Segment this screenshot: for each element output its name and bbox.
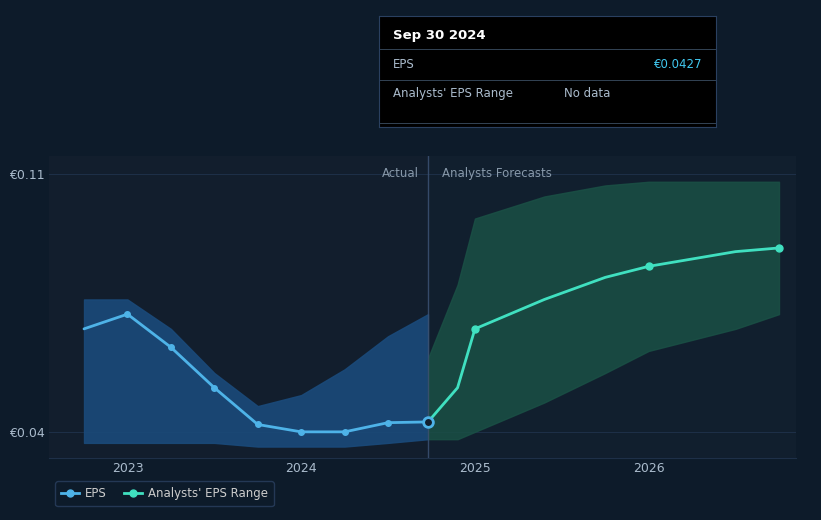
Text: Actual: Actual	[383, 167, 420, 180]
Text: Analysts Forecasts: Analysts Forecasts	[442, 167, 552, 180]
Text: EPS: EPS	[392, 58, 415, 71]
Text: Analysts' EPS Range: Analysts' EPS Range	[392, 87, 513, 100]
Text: €0.0427: €0.0427	[654, 58, 703, 71]
Bar	[49, 156, 428, 458]
Text: Sep 30 2024: Sep 30 2024	[392, 29, 485, 42]
Legend: EPS, Analysts' EPS Range: EPS, Analysts' EPS Range	[55, 481, 273, 506]
Text: No data: No data	[565, 87, 611, 100]
